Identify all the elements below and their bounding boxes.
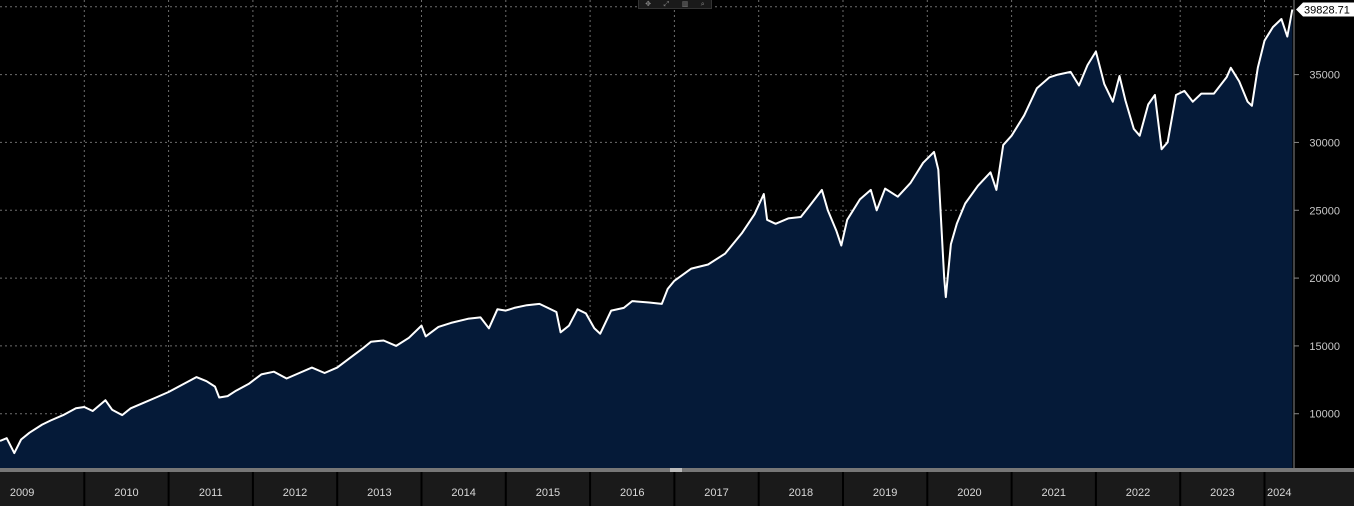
y-tick-label: 35000 (1309, 70, 1340, 82)
bar-icon[interactable]: ▥ (681, 0, 689, 8)
y-tick-label: 30000 (1309, 137, 1340, 149)
x-tick-label: 2013 (367, 487, 391, 499)
x-tick-label: 2012 (283, 487, 307, 499)
x-tick-label: 2017 (704, 487, 728, 499)
last-value-tag (1296, 2, 1354, 17)
scrollbar-handle[interactable] (670, 468, 682, 472)
x-tick-label: 2019 (873, 487, 897, 499)
y-tick-label: 15000 (1309, 341, 1340, 353)
last-value-label: 39828.71 (1304, 4, 1350, 16)
chart-toolbar: ✥ ⤢ ▥ ⌕ (638, 0, 712, 9)
x-tick-label: 2009 (10, 487, 34, 499)
x-tick-label: 2010 (114, 487, 138, 499)
x-tick-label: 2022 (1126, 487, 1150, 499)
area-fill (0, 9, 1293, 468)
y-tick-label: 10000 (1309, 409, 1340, 421)
x-axis: 2009 2010 2011 2012 2013 2014 2015 2016 2017 2018… (0, 468, 1354, 506)
x-tick-label: 2014 (451, 487, 475, 499)
x-tick-label: 2011 (199, 487, 223, 499)
zoom-icon[interactable]: ⤢ (663, 0, 670, 8)
last-value-marker: 39828.71 (1296, 2, 1354, 17)
x-tick-label: 2021 (1042, 487, 1066, 499)
x-tick-label: 2023 (1210, 487, 1234, 499)
y-tick-label: 20000 (1309, 273, 1340, 285)
x-tick-label: 2024 (1267, 487, 1291, 499)
x-tick-label: 2016 (620, 487, 644, 499)
x-tick-label: 2015 (536, 487, 560, 499)
x-tick-label: 2020 (957, 487, 981, 499)
move-icon[interactable]: ✥ (645, 0, 652, 8)
x-tick-label: 2018 (789, 487, 813, 499)
search-icon[interactable]: ⌕ (700, 0, 705, 8)
y-axis: 10000 15000 20000 25000 30000 35000 (1293, 0, 1340, 468)
x-axis-band (0, 472, 1354, 506)
y-tick-label: 25000 (1309, 205, 1340, 217)
series-line (0, 9, 1294, 455)
